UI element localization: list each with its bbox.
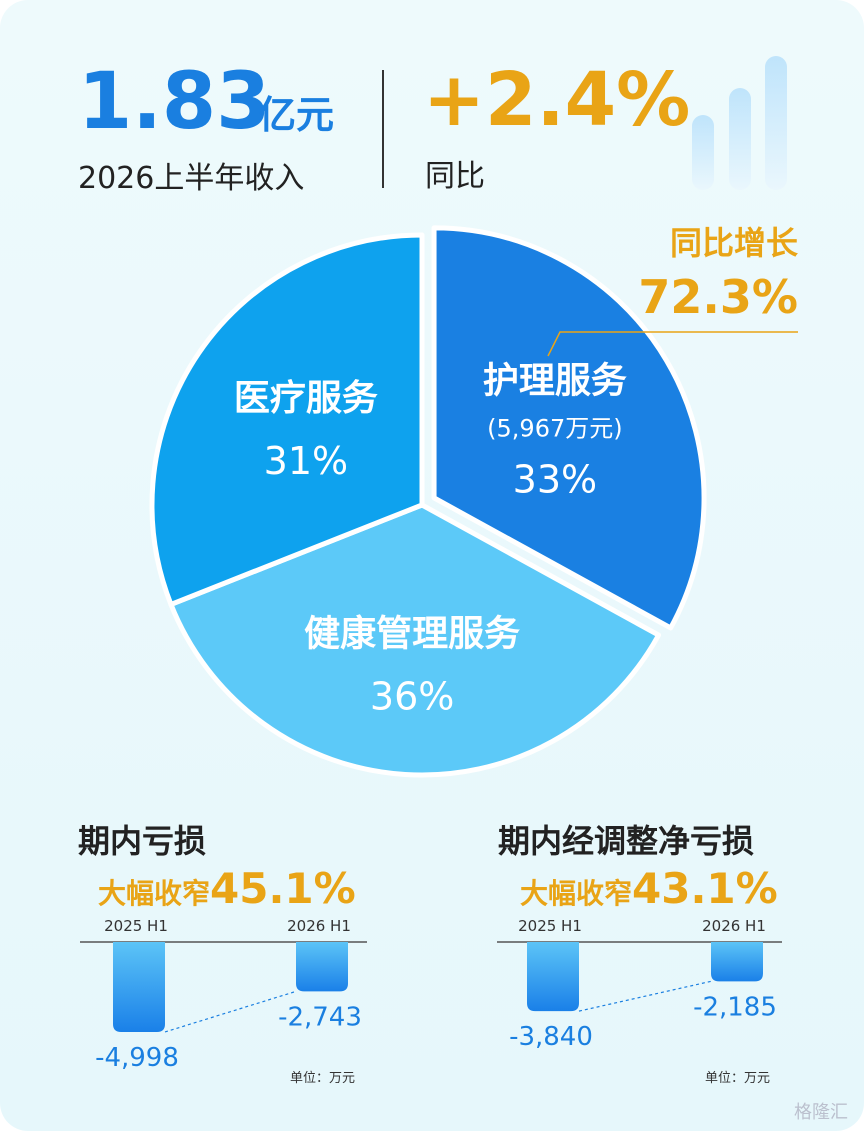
callout-line [547, 331, 798, 357]
pie-slice [431, 225, 707, 631]
highlight: 45.1% [210, 864, 356, 913]
x-tick-label: 2025 H1 [104, 917, 168, 935]
callout-label: 同比增长 [670, 224, 798, 262]
value-label: -2,743 [278, 1002, 362, 1032]
revenue-label: 2026上半年收入 [78, 161, 304, 196]
slice-label: 健康管理服务 [304, 612, 520, 654]
trend-line [578, 980, 712, 1012]
chart-title: 期内亏损 [78, 822, 206, 860]
chart-subtitle: 大幅收窄45.1% [98, 864, 356, 913]
value-label: -2,185 [693, 992, 777, 1022]
callout-value: 72.3% [638, 270, 798, 324]
bar [113, 942, 165, 1032]
unit-label: 单位：万元 [705, 1071, 770, 1086]
value-label: -4,998 [95, 1043, 179, 1073]
x-tick-label: 2026 H1 [702, 917, 766, 935]
bar [711, 942, 763, 982]
deco-bar [765, 56, 787, 190]
chart-subtitle: 大幅收窄43.1% [520, 864, 778, 913]
x-tick-label: 2025 H1 [518, 917, 582, 935]
highlight: 43.1% [632, 864, 778, 913]
yoy-label: 同比 [425, 159, 485, 194]
bar [296, 942, 348, 992]
bar [527, 942, 579, 1012]
yoy: +2.4% [423, 57, 690, 143]
revenue: 1.83 [78, 57, 270, 147]
chart-title: 期内经调整净亏损 [498, 822, 754, 860]
deco-bar [729, 88, 751, 190]
subtitle-text: 大幅收窄 [520, 877, 632, 910]
slice-value-label: 33% [513, 457, 597, 501]
subtitle-text: 大幅收窄 [98, 877, 210, 910]
decoration [692, 56, 787, 190]
deco-bar [692, 115, 714, 190]
slice-value-label: 31% [264, 439, 348, 483]
slice-value-label: 36% [370, 674, 454, 718]
slice-detail: (5,967万元) [487, 414, 622, 442]
x-tick-label: 2026 H1 [287, 917, 351, 935]
revenue-unit: 亿元 [258, 93, 334, 137]
watermark: 格隆汇 [794, 1102, 848, 1123]
slice-label: 护理服务 [483, 360, 627, 401]
unit-label: 单位：万元 [290, 1071, 355, 1086]
pie-slice [168, 502, 662, 778]
trend-line [164, 990, 297, 1033]
pie-slice [149, 232, 425, 607]
slice-label: 医疗服务 [234, 378, 378, 419]
value-label: -3,840 [509, 1022, 593, 1052]
